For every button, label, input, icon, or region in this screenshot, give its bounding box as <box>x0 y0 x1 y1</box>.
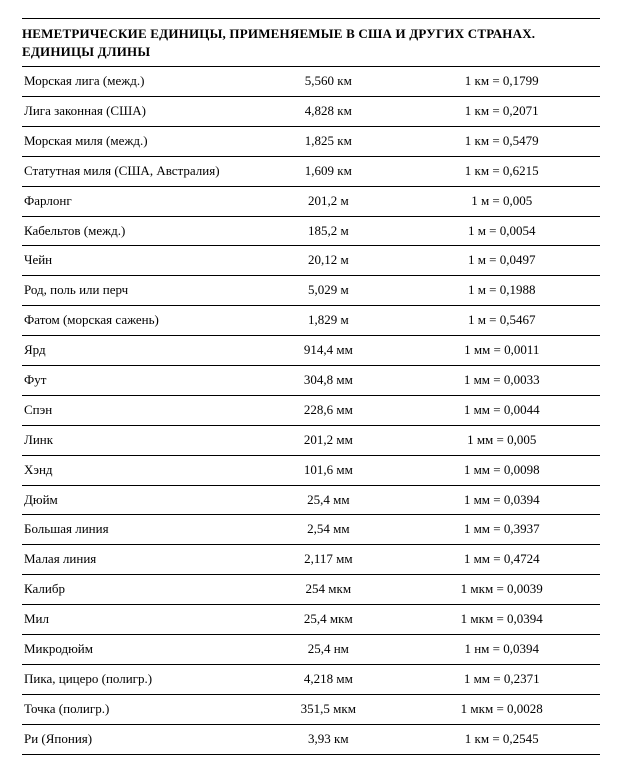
unit-value: 201,2 м <box>253 186 403 216</box>
unit-inverse: 1 м = 0,0054 <box>403 216 600 246</box>
unit-inverse: 1 мм = 0,2371 <box>403 664 600 694</box>
unit-inverse: 1 км = 0,5479 <box>403 126 600 156</box>
unit-name: Фут <box>22 366 253 396</box>
unit-value: 2,117 мм <box>253 545 403 575</box>
unit-inverse: 1 км = 0,2071 <box>403 96 600 126</box>
unit-inverse: 1 м = 0,5467 <box>403 306 600 336</box>
table-row: Микродюйм25,4 нм1 нм = 0,0394 <box>22 635 600 665</box>
table-title-block: НЕМЕТРИЧЕСКИЕ ЕДИНИЦЫ, ПРИМЕНЯЕМЫЕ В США… <box>22 18 600 67</box>
unit-name: Ри (Япония) <box>22 724 253 754</box>
table-row: Дюйм25,4 мм1 мм = 0,0394 <box>22 485 600 515</box>
table-row: Род, поль или перч5,029 м1 м = 0,1988 <box>22 276 600 306</box>
table-row: Статутная миля (США, Австралия)1,609 км1… <box>22 156 600 186</box>
unit-name: Мил <box>22 605 253 635</box>
unit-inverse: 1 мм = 0,0394 <box>403 485 600 515</box>
table-row: Малая линия2,117 мм1 мм = 0,4724 <box>22 545 600 575</box>
unit-name: Спэн <box>22 395 253 425</box>
unit-inverse: 1 мм = 0,0033 <box>403 366 600 396</box>
title-line-1: НЕМЕТРИЧЕСКИЕ ЕДИНИЦЫ, ПРИМЕНЯЕМЫЕ В США… <box>22 25 600 43</box>
unit-value: 25,4 мкм <box>253 605 403 635</box>
unit-inverse: 1 мм = 0,005 <box>403 425 600 455</box>
unit-name: Чейн <box>22 246 253 276</box>
table-row: Кабельтов (межд.)185,2 м1 м = 0,0054 <box>22 216 600 246</box>
unit-inverse: 1 км = 0,2545 <box>403 724 600 754</box>
unit-value: 1,825 км <box>253 126 403 156</box>
unit-name: Малая линия <box>22 545 253 575</box>
unit-name: Лига законная (США) <box>22 96 253 126</box>
unit-inverse: 1 мм = 0,3937 <box>403 515 600 545</box>
unit-name: Линк <box>22 425 253 455</box>
unit-inverse: 1 мм = 0,0098 <box>403 455 600 485</box>
unit-name: Фатом (морская сажень) <box>22 306 253 336</box>
table-row: Калибр254 мкм1 мкм = 0,0039 <box>22 575 600 605</box>
unit-name: Кабельтов (межд.) <box>22 216 253 246</box>
table-row: Лига законная (США)4,828 км1 км = 0,2071 <box>22 96 600 126</box>
table-row: Линк201,2 мм1 мм = 0,005 <box>22 425 600 455</box>
unit-value: 4,828 км <box>253 96 403 126</box>
unit-name: Морская лига (межд.) <box>22 67 253 96</box>
unit-value: 1,829 м <box>253 306 403 336</box>
unit-inverse: 1 м = 0,0497 <box>403 246 600 276</box>
unit-value: 914,4 мм <box>253 336 403 366</box>
unit-value: 25,4 мм <box>253 485 403 515</box>
table-row: Спэн228,6 мм1 мм = 0,0044 <box>22 395 600 425</box>
unit-value: 185,2 м <box>253 216 403 246</box>
unit-value: 4,218 мм <box>253 664 403 694</box>
table-row: Фатом (морская сажень)1,829 м1 м = 0,546… <box>22 306 600 336</box>
table-row: Ярд914,4 мм1 мм = 0,0011 <box>22 336 600 366</box>
unit-value: 5,560 км <box>253 67 403 96</box>
unit-value: 3,93 км <box>253 724 403 754</box>
unit-inverse: 1 мм = 0,0044 <box>403 395 600 425</box>
unit-inverse: 1 мм = 0,0011 <box>403 336 600 366</box>
unit-value: 25,4 нм <box>253 635 403 665</box>
unit-value: 228,6 мм <box>253 395 403 425</box>
unit-inverse: 1 мкм = 0,0394 <box>403 605 600 635</box>
unit-inverse: 1 м = 0,005 <box>403 186 600 216</box>
table-row: Мил25,4 мкм1 мкм = 0,0394 <box>22 605 600 635</box>
unit-value: 254 мкм <box>253 575 403 605</box>
unit-value: 304,8 мм <box>253 366 403 396</box>
unit-inverse: 1 км = 0,6215 <box>403 156 600 186</box>
title-line-2: ЕДИНИЦЫ ДЛИНЫ <box>22 43 600 61</box>
unit-value: 101,6 мм <box>253 455 403 485</box>
unit-name: Фарлонг <box>22 186 253 216</box>
unit-value: 1,609 км <box>253 156 403 186</box>
table-row: Большая линия2,54 мм1 мм = 0,3937 <box>22 515 600 545</box>
unit-inverse: 1 м = 0,1988 <box>403 276 600 306</box>
unit-name: Микродюйм <box>22 635 253 665</box>
table-row: Хэнд101,6 мм1 мм = 0,0098 <box>22 455 600 485</box>
unit-inverse: 1 км = 0,1799 <box>403 67 600 96</box>
unit-name: Дюйм <box>22 485 253 515</box>
unit-inverse: 1 мм = 0,4724 <box>403 545 600 575</box>
unit-name: Калибр <box>22 575 253 605</box>
table-row: Фарлонг201,2 м1 м = 0,005 <box>22 186 600 216</box>
unit-name: Род, поль или перч <box>22 276 253 306</box>
unit-value: 201,2 мм <box>253 425 403 455</box>
table-row: Морская миля (межд.)1,825 км1 км = 0,547… <box>22 126 600 156</box>
unit-inverse: 1 мкм = 0,0039 <box>403 575 600 605</box>
unit-name: Большая линия <box>22 515 253 545</box>
table-row: Пика, цицеро (полигр.)4,218 мм1 мм = 0,2… <box>22 664 600 694</box>
table-row: Морская лига (межд.)5,560 км1 км = 0,179… <box>22 67 600 96</box>
units-table: Морская лига (межд.)5,560 км1 км = 0,179… <box>22 67 600 754</box>
table-row: Ри (Япония)3,93 км1 км = 0,2545 <box>22 724 600 754</box>
unit-inverse: 1 нм = 0,0394 <box>403 635 600 665</box>
unit-name: Ярд <box>22 336 253 366</box>
unit-name: Морская миля (межд.) <box>22 126 253 156</box>
unit-name: Статутная миля (США, Австралия) <box>22 156 253 186</box>
unit-name: Хэнд <box>22 455 253 485</box>
table-row: Фут304,8 мм1 мм = 0,0033 <box>22 366 600 396</box>
unit-value: 20,12 м <box>253 246 403 276</box>
unit-name: Пика, цицеро (полигр.) <box>22 664 253 694</box>
unit-value: 5,029 м <box>253 276 403 306</box>
table-row: Чейн20,12 м1 м = 0,0497 <box>22 246 600 276</box>
unit-value: 2,54 мм <box>253 515 403 545</box>
